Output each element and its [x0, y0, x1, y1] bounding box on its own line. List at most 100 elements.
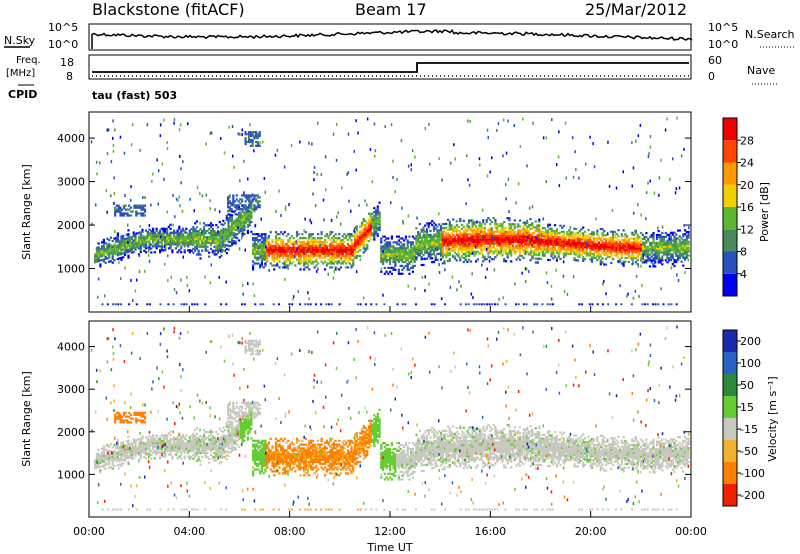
power-cell [120, 249, 123, 252]
power-cell [478, 252, 481, 255]
power-cell [262, 252, 265, 255]
power-cell [215, 231, 218, 234]
power-cell [636, 243, 639, 246]
power-cell [366, 234, 369, 237]
power-cell [645, 239, 648, 242]
power-cell [448, 220, 451, 223]
power-cell [585, 240, 588, 243]
power-cell [537, 260, 539, 264]
power-cell [332, 235, 335, 238]
power-cell [281, 266, 285, 269]
power-cell [557, 249, 560, 252]
power-cell [209, 239, 213, 242]
power-cell [262, 242, 265, 246]
power-cell [631, 184, 633, 188]
power-cell [668, 257, 671, 260]
power-cell [243, 221, 246, 224]
power-cell [373, 216, 376, 220]
power-cell [125, 237, 128, 240]
power-cell [209, 247, 213, 250]
power-cell [459, 229, 462, 232]
power-cell [181, 239, 184, 242]
power-cell [485, 242, 488, 245]
power-cell [95, 160, 98, 164]
power-cell [385, 249, 388, 252]
power-cell [180, 181, 182, 185]
power-cell [492, 258, 495, 261]
power-cell [397, 235, 400, 238]
power-cell [536, 228, 539, 231]
power-cell [671, 231, 674, 234]
power-cell [422, 230, 425, 233]
power-cell [522, 303, 525, 306]
power-cell [462, 241, 465, 244]
power-cell [480, 226, 483, 230]
power-cell [332, 248, 335, 251]
power-cell [281, 239, 285, 242]
power-cell [192, 239, 195, 242]
power-cell [213, 234, 216, 237]
power-cell [457, 247, 460, 250]
power-cell [274, 250, 278, 253]
power-cell [411, 249, 414, 252]
power-cell [527, 223, 530, 226]
noise-left-tick-high: 10^5 [48, 21, 78, 34]
power-cell [260, 262, 263, 265]
power-cell [327, 250, 330, 253]
power-cell [548, 241, 551, 244]
power-cell [136, 242, 139, 245]
power-cell [258, 196, 261, 199]
power-cell [515, 235, 518, 238]
power-cell [668, 235, 671, 238]
colorbar-swatch [723, 251, 737, 274]
velocity-cell [111, 459, 114, 462]
power-cell [418, 234, 421, 237]
power-cell [527, 231, 530, 234]
power-cell [450, 226, 453, 229]
power-cell [548, 227, 551, 230]
power-cell [225, 234, 228, 237]
power-cell [280, 250, 283, 253]
power-cell [95, 246, 98, 249]
power-cell [650, 241, 653, 244]
power-cell [269, 262, 272, 265]
power-cell [118, 247, 121, 250]
power-cell [304, 252, 307, 255]
power-cell [526, 251, 529, 254]
power-cell [164, 243, 167, 246]
power-cell [144, 235, 148, 238]
power-cell [119, 212, 122, 215]
power-cell [575, 233, 578, 236]
power-cell [231, 237, 234, 240]
power-cell [223, 243, 227, 246]
power-cell [631, 241, 634, 244]
power-cell [202, 245, 206, 248]
power-cell [239, 214, 242, 217]
power-cell [376, 217, 379, 220]
power-cell [504, 242, 508, 245]
power-cell [241, 218, 244, 221]
power-cell [329, 248, 332, 251]
power-cell [174, 215, 176, 219]
power-cell [620, 254, 623, 257]
power-cell [518, 233, 522, 236]
power-cell [455, 220, 458, 223]
power-cell [248, 194, 251, 197]
power-cell [218, 220, 221, 224]
power-cell [369, 228, 372, 231]
power-cell [657, 257, 660, 260]
power-cell [315, 252, 318, 255]
power-cell [213, 245, 216, 248]
power-cell [339, 239, 342, 242]
power-cell [664, 243, 667, 246]
power-cell [264, 264, 267, 267]
power-cell [407, 284, 409, 288]
power-cell [148, 303, 151, 306]
power-cell [533, 239, 536, 242]
power-cell [468, 225, 471, 228]
power-cell [347, 132, 350, 136]
power-cell [348, 199, 350, 203]
power-cell [394, 247, 397, 250]
power-cell [247, 177, 249, 181]
power-cell [465, 202, 467, 206]
